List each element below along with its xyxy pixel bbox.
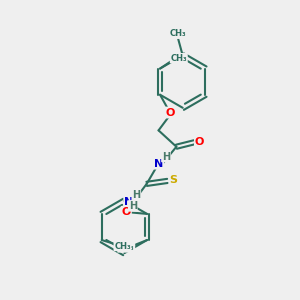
Text: H: H <box>132 190 140 200</box>
Text: CH₃: CH₃ <box>170 29 187 38</box>
Text: H: H <box>129 201 137 211</box>
Text: CH₃: CH₃ <box>114 242 131 250</box>
Text: N: N <box>124 197 134 207</box>
Text: CH₃: CH₃ <box>170 54 187 63</box>
Text: H: H <box>162 152 170 161</box>
Text: O: O <box>165 108 175 118</box>
Text: CH₃: CH₃ <box>118 243 134 252</box>
Text: O: O <box>195 137 204 147</box>
Text: O: O <box>122 207 131 217</box>
Text: S: S <box>169 175 177 185</box>
Text: N: N <box>154 159 163 169</box>
